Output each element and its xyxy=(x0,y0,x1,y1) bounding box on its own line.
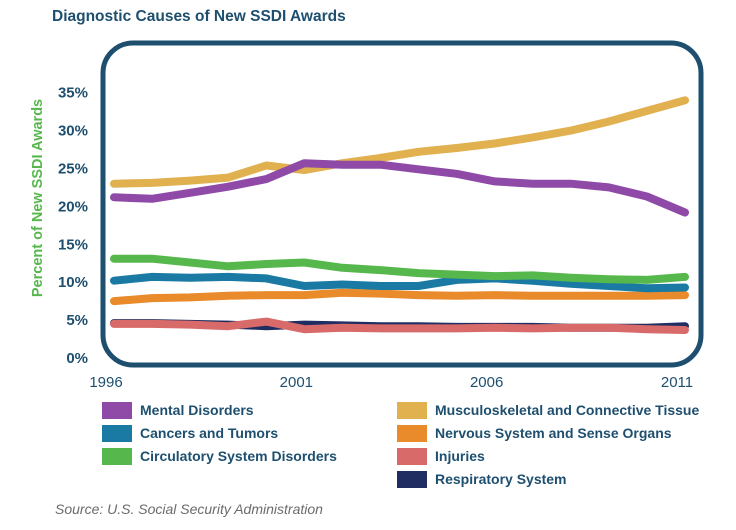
legend-swatch xyxy=(102,401,132,419)
x-tick-label: 2001 xyxy=(280,374,313,391)
source-note: Source: U.S. Social Security Administrat… xyxy=(55,501,323,517)
y-axis-ticks: 0% 5% 10% 15% 20% 25% 30% 35% xyxy=(58,85,88,367)
legend: Mental Disorders Cancers and Tumors Circ… xyxy=(0,398,736,490)
line-chart: Percent of New SSDI Awards 0% 5% 10% 15% 20%… xyxy=(30,40,704,391)
y-tick-label: 20% xyxy=(58,198,88,215)
y-tick-label: 15% xyxy=(58,236,88,253)
legend-swatch xyxy=(397,424,427,442)
series-line-nervous-system-and-sense-organs xyxy=(110,288,689,306)
x-tick-label: 1996 xyxy=(89,374,122,391)
y-axis-label: Percent of New SSDI Awards xyxy=(30,99,46,297)
chart-title: Diagnostic Causes of New SSDI Awards xyxy=(52,8,346,25)
legend-item-mental-disorders: Mental Disorders xyxy=(102,400,254,420)
legend-label: Cancers and Tumors xyxy=(140,425,279,441)
y-tick-label: 30% xyxy=(58,123,88,140)
legend-swatch xyxy=(397,447,427,465)
legend-label: Nervous System and Sense Organs xyxy=(435,425,672,441)
y-tick-label: 0% xyxy=(66,350,88,367)
series-line-cancers-and-tumors xyxy=(110,272,689,293)
y-tick-label: 10% xyxy=(58,274,88,291)
series-line-musculoskeletal-and-connective-tissue xyxy=(110,96,689,188)
legend-item-respiratory-system: Respiratory System xyxy=(397,469,567,489)
series-line-circulatory-system-disorders xyxy=(110,254,689,284)
plot-frame xyxy=(100,40,704,368)
y-tick-label: 5% xyxy=(66,312,88,329)
series-line-injuries xyxy=(110,317,689,334)
y-tick-label: 35% xyxy=(58,85,88,102)
series-lines xyxy=(110,96,689,334)
legend-label: Respiratory System xyxy=(435,471,567,487)
legend-item-injuries: Injuries xyxy=(397,446,485,466)
x-axis-ticks: 1996 2001 2006 2011 xyxy=(89,374,693,391)
x-tick-label: 2011 xyxy=(661,374,693,391)
legend-swatch xyxy=(102,447,132,465)
y-tick-label: 25% xyxy=(58,161,88,178)
legend-swatch xyxy=(102,424,132,442)
legend-label: Injuries xyxy=(435,448,485,464)
legend-swatch xyxy=(397,401,427,419)
legend-label: Musculoskeletal and Connective Tissue xyxy=(435,402,700,418)
x-tick-label: 2006 xyxy=(470,374,503,391)
legend-item-musculoskeletal: Musculoskeletal and Connective Tissue xyxy=(397,400,699,420)
legend-item-cancers-and-tumors: Cancers and Tumors xyxy=(102,423,278,443)
legend-item-circulatory-system-disorders: Circulatory System Disorders xyxy=(102,446,337,466)
legend-label: Circulatory System Disorders xyxy=(140,448,337,464)
legend-item-nervous-system: Nervous System and Sense Organs xyxy=(397,423,672,443)
series-line-mental-disorders xyxy=(110,159,689,217)
legend-swatch xyxy=(397,470,427,488)
legend-label: Mental Disorders xyxy=(140,402,254,418)
